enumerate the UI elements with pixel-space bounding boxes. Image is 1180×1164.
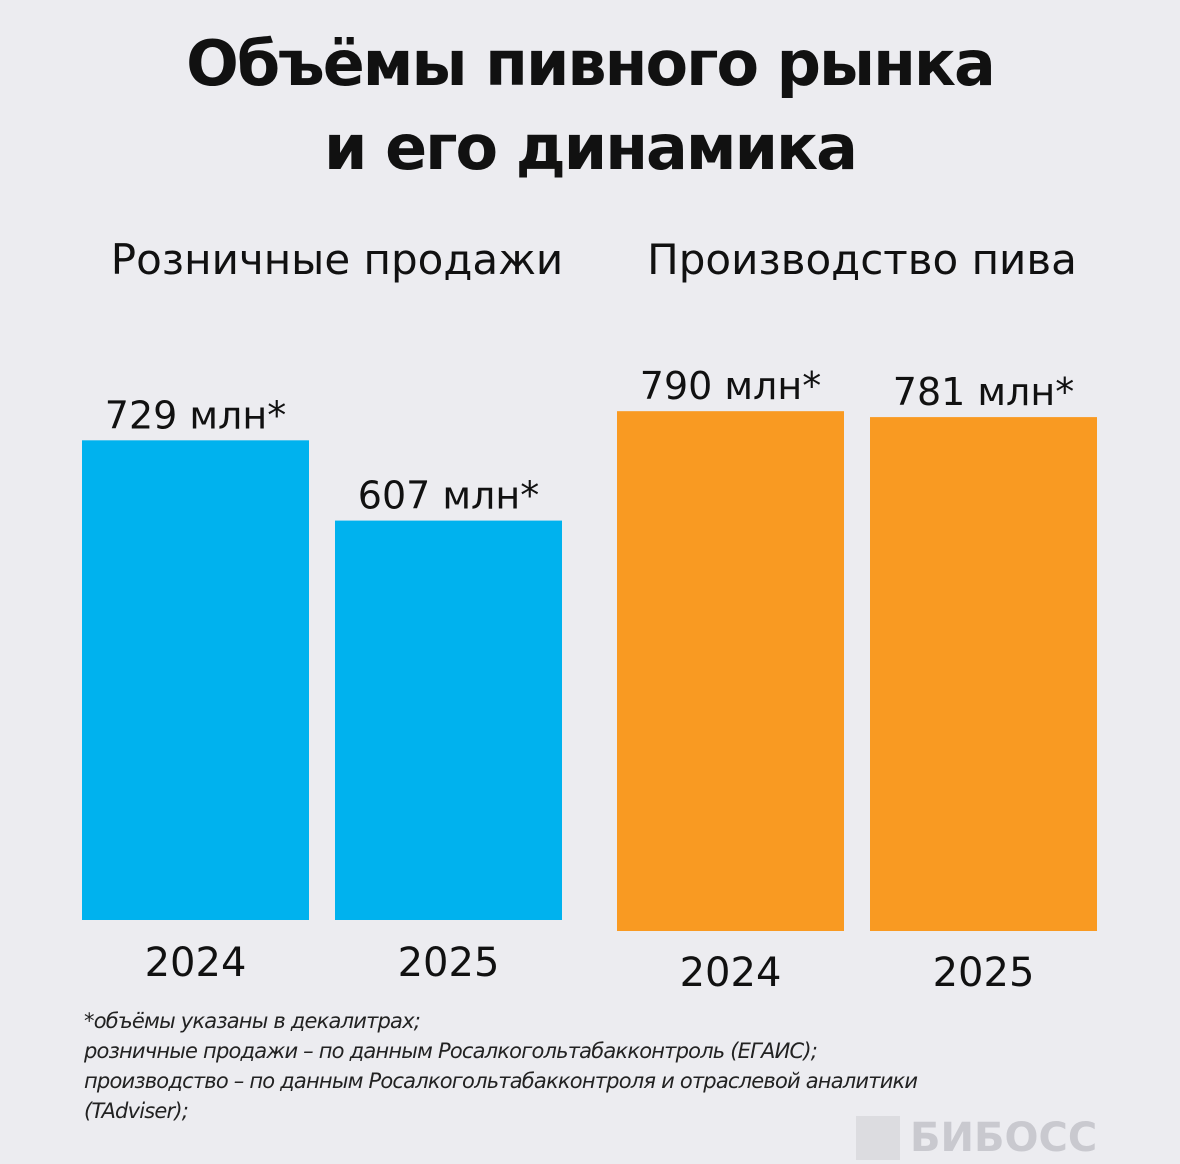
footnote-line: (TAdviser);	[84, 1099, 189, 1123]
data-label: 790 млн*	[640, 364, 821, 408]
bar	[82, 440, 309, 920]
bar	[617, 411, 844, 931]
footnote-line: производство – по данным Росалкогольтаба…	[84, 1069, 918, 1093]
chart-subtitle: Производство пива	[647, 235, 1077, 284]
category-label: 2025	[398, 940, 500, 986]
data-label: 729 млн*	[105, 393, 286, 437]
category-label: 2024	[680, 950, 782, 996]
footnote-line: розничные продажи – по данным Росалкогол…	[84, 1039, 818, 1063]
data-label: 781 млн*	[893, 370, 1074, 414]
logo-text: БИБОСС	[910, 1115, 1098, 1161]
bar	[870, 417, 1097, 931]
title-line: и его динамика	[324, 111, 858, 184]
title-line: Объёмы пивного рынка	[186, 27, 996, 100]
category-label: 2024	[145, 940, 247, 986]
data-label: 607 млн*	[358, 474, 539, 518]
bar-charts: Розничные продажи 729 млн* 2024 607 млн* 202…	[82, 235, 1097, 996]
footnote-line: *объёмы указаны в декалитрах;	[84, 1009, 421, 1033]
chart-subtitle: Розничные продажи	[111, 235, 563, 284]
biboss-logo: БИБОСС	[856, 1115, 1098, 1161]
bar	[335, 520, 562, 920]
logo-square-icon	[856, 1116, 900, 1160]
category-label: 2025	[933, 950, 1035, 996]
chart-title: Объёмы пивного рынка и его динамика	[0, 22, 1180, 190]
footnote: *объёмы указаны в декалитрах; розничные …	[84, 1006, 918, 1126]
